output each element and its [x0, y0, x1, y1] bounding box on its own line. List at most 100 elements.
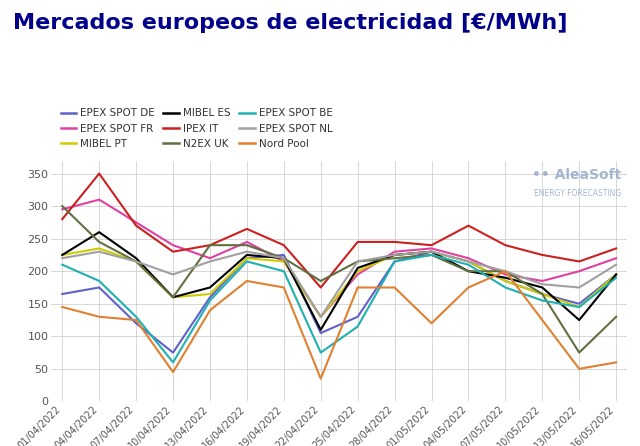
EPEX SPOT BE	[280, 268, 287, 274]
Nord Pool	[95, 314, 103, 319]
Line: MIBEL ES: MIBEL ES	[62, 232, 616, 330]
IPEX IT	[317, 285, 324, 290]
N2EX UK	[575, 350, 583, 355]
EPEX SPOT NL	[169, 272, 177, 277]
N2EX UK	[132, 259, 140, 264]
EPEX SPOT FR	[243, 239, 251, 244]
EPEX SPOT FR	[575, 268, 583, 274]
Nord Pool	[612, 359, 620, 365]
MIBEL ES	[428, 249, 435, 254]
EPEX SPOT BE	[465, 262, 472, 268]
EPEX SPOT BE	[428, 252, 435, 258]
N2EX UK	[243, 243, 251, 248]
EPEX SPOT DE	[538, 291, 546, 297]
EPEX SPOT NL	[612, 262, 620, 268]
EPEX SPOT NL	[95, 249, 103, 254]
MIBEL ES	[317, 327, 324, 332]
EPEX SPOT BE	[575, 304, 583, 310]
MIBEL PT	[280, 259, 287, 264]
N2EX UK	[391, 256, 399, 261]
EPEX SPOT FR	[612, 256, 620, 261]
MIBEL PT	[169, 294, 177, 300]
EPEX SPOT BE	[206, 298, 214, 303]
MIBEL ES	[58, 252, 66, 258]
EPEX SPOT DE	[391, 259, 399, 264]
EPEX SPOT DE	[465, 259, 472, 264]
Legend: EPEX SPOT DE, EPEX SPOT FR, MIBEL PT, MIBEL ES, IPEX IT, N2EX UK, EPEX SPOT BE, : EPEX SPOT DE, EPEX SPOT FR, MIBEL PT, MI…	[56, 104, 337, 153]
EPEX SPOT FR	[58, 206, 66, 212]
EPEX SPOT NL	[280, 256, 287, 261]
Line: EPEX SPOT NL: EPEX SPOT NL	[62, 252, 616, 317]
Nord Pool	[280, 285, 287, 290]
EPEX SPOT DE	[575, 301, 583, 306]
EPEX SPOT FR	[391, 249, 399, 254]
EPEX SPOT NL	[354, 259, 362, 264]
Nord Pool	[243, 278, 251, 284]
EPEX SPOT DE	[317, 330, 324, 336]
MIBEL PT	[58, 252, 66, 258]
MIBEL PT	[391, 252, 399, 258]
Text: •• AleaSoft: •• AleaSoft	[532, 168, 621, 182]
N2EX UK	[206, 243, 214, 248]
MIBEL PT	[502, 278, 509, 284]
EPEX SPOT NL	[317, 314, 324, 319]
EPEX SPOT FR	[354, 272, 362, 277]
Text: ENERGY FORECASTING: ENERGY FORECASTING	[534, 190, 621, 198]
MIBEL PT	[243, 256, 251, 261]
EPEX SPOT DE	[169, 350, 177, 355]
N2EX UK	[538, 291, 546, 297]
IPEX IT	[206, 243, 214, 248]
Nord Pool	[169, 369, 177, 375]
Line: Nord Pool: Nord Pool	[62, 271, 616, 379]
EPEX SPOT FR	[132, 220, 140, 225]
MIBEL ES	[132, 256, 140, 261]
EPEX SPOT DE	[354, 314, 362, 319]
EPEX SPOT DE	[502, 278, 509, 284]
MIBEL ES	[502, 275, 509, 281]
EPEX SPOT BE	[169, 359, 177, 365]
IPEX IT	[169, 249, 177, 254]
EPEX SPOT DE	[206, 294, 214, 300]
IPEX IT	[280, 243, 287, 248]
EPEX SPOT BE	[354, 324, 362, 329]
N2EX UK	[317, 278, 324, 284]
MIBEL PT	[317, 314, 324, 319]
EPEX SPOT NL	[132, 259, 140, 264]
IPEX IT	[132, 223, 140, 228]
IPEX IT	[95, 171, 103, 176]
Nord Pool	[132, 318, 140, 323]
Nord Pool	[391, 285, 399, 290]
MIBEL ES	[95, 230, 103, 235]
EPEX SPOT NL	[391, 252, 399, 258]
N2EX UK	[169, 294, 177, 300]
IPEX IT	[502, 243, 509, 248]
Nord Pool	[428, 321, 435, 326]
N2EX UK	[280, 256, 287, 261]
MIBEL ES	[243, 252, 251, 258]
EPEX SPOT BE	[58, 262, 66, 268]
EPEX SPOT NL	[58, 256, 66, 261]
MIBEL PT	[354, 268, 362, 274]
EPEX SPOT BE	[538, 298, 546, 303]
EPEX SPOT DE	[58, 291, 66, 297]
Nord Pool	[354, 285, 362, 290]
N2EX UK	[612, 314, 620, 319]
EPEX SPOT NL	[538, 281, 546, 287]
EPEX SPOT NL	[206, 259, 214, 264]
EPEX SPOT DE	[95, 285, 103, 290]
Line: MIBEL PT: MIBEL PT	[62, 248, 616, 317]
MIBEL ES	[280, 256, 287, 261]
MIBEL PT	[132, 259, 140, 264]
Text: Mercados europeos de electricidad [€/MWh]: Mercados europeos de electricidad [€/MWh…	[13, 13, 567, 33]
IPEX IT	[243, 226, 251, 231]
EPEX SPOT NL	[502, 268, 509, 274]
EPEX SPOT DE	[612, 272, 620, 277]
N2EX UK	[502, 268, 509, 274]
MIBEL PT	[612, 272, 620, 277]
EPEX SPOT FR	[95, 197, 103, 202]
EPEX SPOT FR	[428, 246, 435, 251]
EPEX SPOT BE	[243, 259, 251, 264]
EPEX SPOT FR	[502, 272, 509, 277]
EPEX SPOT BE	[502, 285, 509, 290]
Line: EPEX SPOT DE: EPEX SPOT DE	[62, 252, 616, 353]
